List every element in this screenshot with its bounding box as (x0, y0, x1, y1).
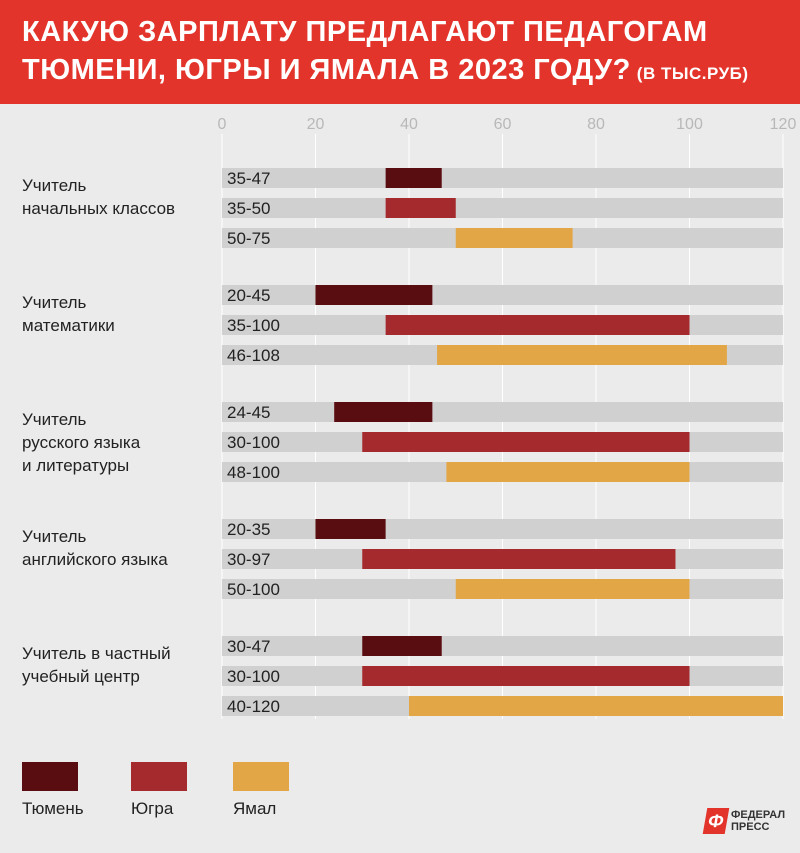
bar-value-label-1-tyumen: 35-47 (227, 169, 270, 188)
bar-value-label-2-yamal: 46-108 (227, 346, 280, 365)
bar-value-label-3-tyumen: 24-45 (227, 403, 270, 422)
legend-item-yugra: Югра (131, 762, 187, 818)
category-label-line: Учитель (22, 176, 87, 195)
legend-label-yugra: Югра (131, 799, 174, 818)
category-label-line: английского языка (22, 550, 168, 569)
category-label-line: и литературы (22, 456, 129, 475)
category-label-line: Учитель (22, 527, 87, 546)
chart-subtitle: (В ТЫС.РУБ) (636, 64, 749, 83)
chart-title-line-2-text: ТЮМЕНИ, ЮГРЫ И ЯМАЛА В 2023 ГОДУ? (22, 54, 631, 86)
legend-label-yamal: Ямал (233, 799, 277, 818)
legend-swatch-yugra (131, 762, 187, 791)
bar-range-3-yugra (362, 432, 690, 452)
bar-value-label-3-yugra: 30-100 (227, 433, 280, 452)
salary-range-chart: 0 20 40 60 80 100 120 Учитель начальных классов 3… (22, 116, 797, 719)
x-tick-label-40: 40 (400, 116, 418, 133)
bar-range-4-yugra (362, 549, 676, 569)
category-label-4: Учитель английского языка (22, 527, 168, 569)
bar-value-label-1-yugra: 35-50 (227, 199, 270, 218)
bar-range-1-tyumen (385, 168, 442, 188)
bar-range-5-yamal (409, 696, 783, 716)
bar-range-5-yugra (362, 666, 690, 686)
category-label-line: Учитель (22, 293, 87, 312)
chart-title-line-2: ТЮМЕНИ, ЮГРЫ И ЯМАЛА В 2023 ГОДУ? (В ТЫС.… (22, 54, 749, 87)
logo-text-line-1: ФЕДЕРАЛ (731, 809, 786, 821)
bar-track-3-tyumen (222, 402, 783, 422)
bar-range-2-yugra (385, 315, 690, 335)
x-tick-label-0: 0 (218, 116, 227, 133)
bar-value-label-2-tyumen: 20-45 (227, 286, 270, 305)
bar-value-label-4-yugra: 30-97 (227, 550, 270, 569)
category-label-line: начальных классов (22, 199, 175, 218)
bar-range-5-tyumen (362, 636, 442, 656)
x-tick-label-100: 100 (676, 116, 703, 133)
bar-value-label-2-yugra: 35-100 (227, 316, 280, 335)
bar-value-label-5-yamal: 40-120 (227, 697, 280, 716)
logo-text: ФЕДЕРАЛ ПРЕСС (731, 809, 785, 833)
x-tick-label-20: 20 (307, 116, 325, 133)
bar-track-4-tyumen (222, 519, 783, 539)
bar-range-1-yamal (455, 228, 573, 248)
category-label-5: Учитель в частный учебный центр (22, 644, 171, 686)
x-tick-label-80: 80 (587, 116, 605, 133)
bar-range-3-tyumen (334, 402, 433, 422)
bar-range-4-tyumen (315, 519, 386, 539)
x-tick-label-120: 120 (770, 116, 797, 133)
legend-item-tyumen: Тюмень (22, 762, 84, 818)
bar-range-1-yugra (385, 198, 456, 218)
logo-text-line-2: ПРЕСС (731, 821, 770, 833)
bar-value-label-4-tyumen: 20-35 (227, 520, 270, 539)
bar-track-5-tyumen (222, 636, 783, 656)
category-label-line: математики (22, 316, 115, 335)
chart-title-line-1: КАКУЮ ЗАРПЛАТУ ПРЕДЛАГАЮТ ПЕДАГОГАМ (22, 16, 708, 48)
bar-range-3-yamal (446, 462, 690, 482)
bar-range-2-yamal (437, 345, 727, 365)
category-label-line: Учитель (22, 410, 87, 429)
legend-item-yamal: Ямал (233, 762, 289, 818)
category-label-line: русского языка (22, 433, 141, 452)
bar-value-label-5-yugra: 30-100 (227, 667, 280, 686)
category-label-line: Учитель в частный (22, 644, 171, 663)
x-tick-label-60: 60 (494, 116, 512, 133)
bar-value-label-1-yamal: 50-75 (227, 229, 270, 248)
category-label-line: учебный центр (22, 667, 140, 686)
legend-swatch-tyumen (22, 762, 78, 791)
category-label-1: Учитель начальных классов (22, 176, 175, 218)
logo-mark-icon: Ф (702, 808, 730, 834)
legend-label-tyumen: Тюмень (22, 799, 84, 818)
bar-track-1-tyumen (222, 168, 783, 188)
bar-value-label-5-tyumen: 30-47 (227, 637, 270, 656)
bar-value-label-3-yamal: 48-100 (227, 463, 280, 482)
header-banner: КАКУЮ ЗАРПЛАТУ ПРЕДЛАГАЮТ ПЕДАГОГАМ ТЮМЕ… (0, 0, 800, 104)
bar-track-1-yugra (222, 198, 783, 218)
bar-range-2-tyumen (315, 285, 433, 305)
bar-track-2-tyumen (222, 285, 783, 305)
legend-swatch-yamal (233, 762, 289, 791)
category-label-3: Учитель русского языка и литературы (22, 410, 141, 475)
bar-range-4-yamal (455, 579, 690, 599)
bar-value-label-4-yamal: 50-100 (227, 580, 280, 599)
category-label-2: Учитель математики (22, 293, 115, 335)
federalpress-logo: Ф ФЕДЕРАЛ ПРЕСС (702, 808, 785, 834)
